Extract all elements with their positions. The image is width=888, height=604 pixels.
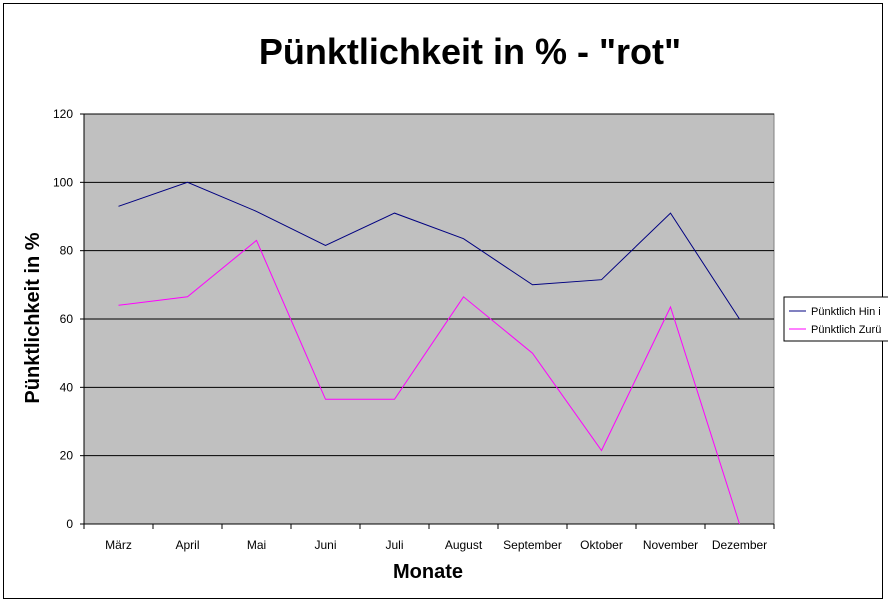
x-tick-label: Mai — [247, 538, 266, 552]
x-tick-label: März — [105, 538, 132, 552]
legend: Pünktlich Hin i Pünktlich Zurü — [783, 296, 888, 342]
y-axis-title: Pünktlichkeit in % — [22, 232, 44, 403]
y-tick-label: 40 — [60, 380, 74, 394]
axes — [80, 113, 775, 529]
x-tick-label: Oktober — [580, 538, 623, 552]
x-axis-title: Monate — [393, 561, 463, 583]
y-tick-label: 120 — [53, 107, 73, 121]
chart-title: Pünktlichkeit in % - "rot" — [259, 31, 681, 72]
x-tick-label: September — [503, 538, 562, 552]
y-tick-label: 20 — [60, 449, 74, 463]
series-lines — [118, 181, 740, 525]
y-tick-label: 100 — [53, 175, 73, 189]
legend-label: Pünktlich Zurü — [811, 324, 881, 336]
legend-box — [783, 296, 888, 342]
y-tick-label: 0 — [66, 517, 73, 531]
y-tick-label: 80 — [60, 244, 74, 258]
legend-label: Pünktlich Hin i — [811, 306, 881, 318]
x-tick-labels: März April Mai Juni Juli August September Oktob… — [105, 538, 767, 552]
series-line-0 — [118, 181, 740, 320]
series-line-1 — [118, 239, 740, 525]
x-tick-label: Juni — [314, 538, 336, 552]
grid-lines — [84, 113, 774, 457]
x-tick-label: August — [445, 538, 483, 552]
x-tick-label: Dezember — [712, 538, 767, 552]
x-tick-label: April — [175, 538, 199, 552]
x-tick-label: November — [643, 538, 698, 552]
x-tick-label: Juli — [385, 538, 403, 552]
y-tick-labels: 0 20 40 60 80 100 120 — [53, 107, 73, 531]
y-tick-label: 60 — [60, 312, 74, 326]
